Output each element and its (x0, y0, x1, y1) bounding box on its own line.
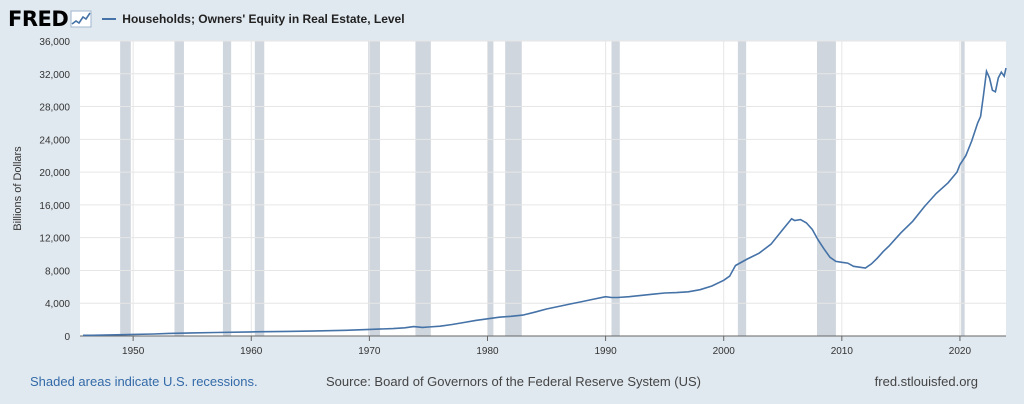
y-axis-label: Billions of Dollars (12, 146, 24, 231)
chart-header: FRED Households; Owners' Equity in Real … (8, 6, 1008, 32)
line-chart: 0 4,000 8,000 12,000 16,000 20,000 24,000 28,00… (12, 37, 1007, 357)
x-axis-ticks: 1950 1960 1970 1980 1990 2000 2010 2020 (80, 335, 1006, 357)
recession-band (222, 41, 232, 336)
y-tick-label: 28,000 (39, 103, 70, 114)
recession-band (368, 41, 381, 336)
recession-band (611, 41, 620, 336)
recession-band (817, 41, 836, 336)
y-tick-label: 36,000 (39, 37, 70, 48)
y-tick-label: 24,000 (39, 135, 70, 146)
x-tick-label: 2010 (831, 346, 854, 357)
y-tick-label: 8,000 (45, 266, 70, 277)
y-axis-ticks: 0 4,000 8,000 12,000 16,000 20,000 24,000 28,00… (39, 37, 70, 343)
legend-series-label[interactable]: Households; Owners' Equity in Real Estat… (122, 12, 405, 26)
site-url-link[interactable]: fred.stlouisfed.org (874, 374, 978, 389)
x-tick-label: 1970 (358, 346, 381, 357)
recession-band (415, 41, 431, 336)
recession-band (120, 41, 131, 336)
x-tick-label: 1950 (122, 346, 145, 357)
y-tick-label: 16,000 (39, 201, 70, 212)
recession-band (254, 41, 265, 336)
series-line[interactable] (83, 67, 1007, 337)
y-tick-label: 32,000 (39, 70, 70, 81)
plot-area (80, 41, 1006, 336)
x-tick-label: 2000 (713, 346, 736, 357)
x-tick-label: 2020 (949, 346, 972, 357)
recession-bands (120, 41, 965, 336)
recession-band (487, 41, 494, 336)
y-tick-label: 20,000 (39, 168, 70, 179)
legend-line-swatch (102, 18, 117, 20)
recession-band (961, 41, 965, 336)
recession-note-link[interactable]: Shaded areas indicate U.S. recessions. (30, 374, 258, 389)
fred-logo-graph-icon (70, 10, 92, 28)
y-tick-label: 12,000 (39, 234, 70, 245)
recession-band (737, 41, 747, 336)
fred-logo[interactable]: FRED (8, 7, 69, 31)
x-tick-label: 1960 (240, 346, 263, 357)
recession-band (505, 41, 522, 336)
x-tick-label: 1990 (594, 346, 617, 357)
source-text: Source: Board of Governors of the Federa… (326, 374, 701, 389)
y-tick-label: 0 (64, 332, 70, 343)
recession-band (174, 41, 184, 336)
y-tick-label: 4,000 (45, 299, 70, 310)
x-tick-label: 1980 (476, 346, 499, 357)
